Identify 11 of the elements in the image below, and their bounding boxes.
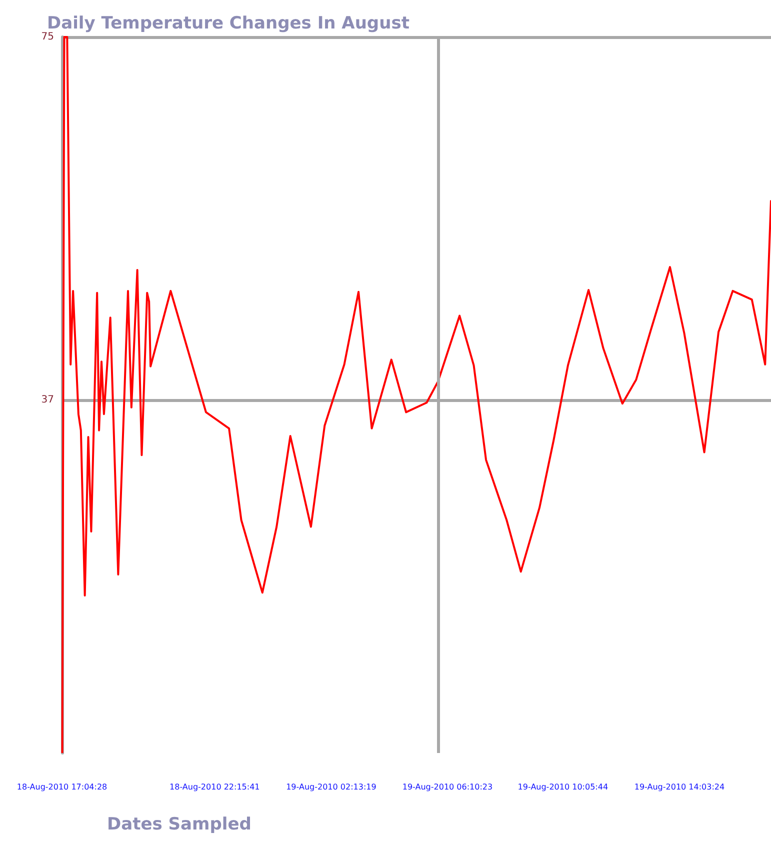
y-tick-label: 37 — [41, 394, 54, 406]
x-axis-title: Dates Sampled — [107, 814, 252, 834]
x-tick-label: 18-Aug-2010 22:15:41 — [170, 782, 260, 792]
y-tick-label: 75 — [41, 32, 54, 42]
x-tick-label: 19-Aug-2010 14:03:24 — [634, 782, 725, 792]
line-series — [61, 36, 771, 754]
x-tick-label: 18-Aug-2010 17:04:28 — [16, 782, 108, 792]
x-tick-label: 19-Aug-2010 10:05:44 — [518, 782, 608, 792]
chart-title: Daily Temperature Changes In August — [47, 14, 410, 34]
x-tick-label: 19-Aug-2010 06:10:23 — [402, 782, 493, 792]
x-tick-label: 19-Aug-2010 02:13:19 — [286, 782, 376, 792]
